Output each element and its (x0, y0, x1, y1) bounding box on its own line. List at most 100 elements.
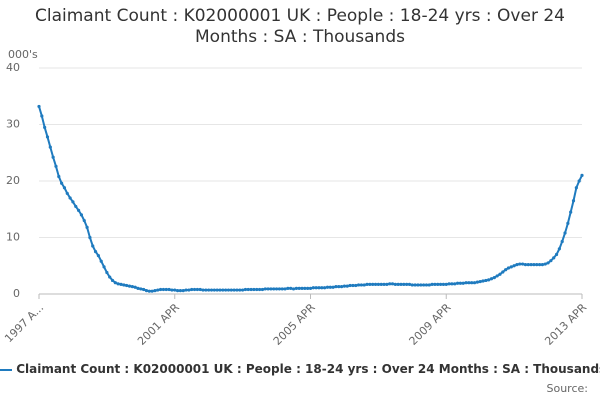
point (65, 191, 69, 196)
point (506, 266, 511, 270)
point (430, 282, 434, 286)
point (164, 287, 168, 292)
point (122, 283, 126, 287)
point (549, 259, 553, 263)
point (125, 283, 129, 288)
point (291, 287, 296, 291)
point (368, 282, 372, 286)
point (74, 204, 78, 209)
y-tick-label: 30 (6, 118, 20, 131)
x-tick-label: 2001 APR (135, 301, 182, 348)
y-tick-label: 40 (6, 61, 20, 74)
point (444, 282, 448, 286)
point (48, 145, 52, 149)
point (419, 283, 423, 287)
point (563, 231, 567, 235)
legend[interactable]: Claimant Count : K02000001 UK : People :… (0, 362, 600, 376)
point (427, 283, 431, 287)
source: Source: (546, 382, 589, 395)
point (492, 276, 496, 280)
point (54, 164, 58, 168)
point (487, 278, 491, 282)
point (153, 289, 157, 293)
point (249, 287, 253, 292)
point (340, 285, 344, 289)
point (88, 235, 92, 240)
point (453, 282, 457, 286)
point (93, 250, 98, 254)
point (289, 286, 293, 290)
point (399, 282, 403, 286)
point (331, 285, 335, 289)
point (68, 196, 72, 200)
point (433, 282, 437, 286)
point (272, 287, 276, 291)
point (243, 287, 248, 292)
point (127, 284, 132, 288)
point (478, 279, 482, 284)
point (156, 288, 160, 292)
point (569, 210, 573, 214)
point (102, 265, 106, 269)
point (470, 281, 474, 285)
point (529, 263, 533, 267)
point (328, 285, 332, 289)
point (45, 135, 50, 139)
point (325, 285, 330, 289)
point (571, 199, 576, 203)
point (255, 287, 259, 292)
point (263, 287, 267, 291)
point (71, 200, 75, 204)
point (438, 282, 443, 286)
point (354, 283, 358, 288)
point (311, 286, 315, 290)
x-tick-label: 2005 APR (271, 301, 318, 348)
point (235, 288, 239, 292)
point (212, 288, 216, 292)
point (376, 282, 380, 286)
point (348, 283, 352, 288)
point (170, 288, 174, 292)
point (546, 261, 550, 265)
point (306, 286, 310, 290)
point (184, 288, 188, 292)
point (229, 288, 233, 292)
point (537, 263, 542, 267)
chart-title: Claimant Count : K02000001 UK : People :… (35, 6, 565, 47)
y-tick-label: 0 (13, 287, 20, 300)
point (379, 282, 383, 286)
point (359, 283, 364, 287)
point (241, 288, 245, 292)
point (190, 287, 194, 292)
point (224, 288, 228, 292)
point (543, 262, 547, 266)
point (552, 256, 556, 260)
point (540, 263, 545, 267)
point (441, 282, 446, 286)
point (283, 287, 287, 291)
point (108, 275, 112, 279)
point (252, 287, 256, 292)
point (416, 283, 420, 287)
point (51, 155, 55, 159)
point (422, 283, 426, 287)
point (342, 284, 347, 288)
point (232, 288, 236, 292)
point (79, 213, 84, 217)
y-tick-label: 10 (6, 231, 20, 244)
point (150, 289, 154, 293)
point (110, 278, 115, 283)
point (303, 286, 307, 290)
point (226, 288, 231, 292)
point (345, 284, 349, 288)
y-tick-label: 20 (6, 174, 20, 187)
point (116, 282, 120, 286)
point (580, 173, 584, 177)
y-axis-label: 000's (8, 48, 38, 61)
point (96, 253, 100, 258)
point (410, 283, 414, 287)
point (323, 286, 327, 290)
point (85, 225, 89, 229)
point (40, 114, 44, 118)
point (215, 288, 219, 292)
